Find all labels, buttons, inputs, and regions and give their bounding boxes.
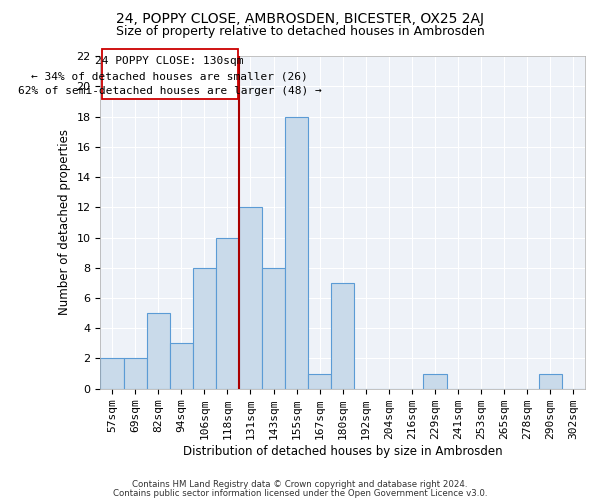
Bar bbox=[193, 268, 216, 388]
X-axis label: Distribution of detached houses by size in Ambrosden: Distribution of detached houses by size … bbox=[183, 444, 503, 458]
Text: Contains public sector information licensed under the Open Government Licence v3: Contains public sector information licen… bbox=[113, 488, 487, 498]
Text: ← 34% of detached houses are smaller (26): ← 34% of detached houses are smaller (26… bbox=[31, 72, 308, 82]
FancyBboxPatch shape bbox=[101, 48, 238, 98]
Y-axis label: Number of detached properties: Number of detached properties bbox=[58, 130, 71, 316]
Bar bbox=[239, 208, 262, 388]
Bar bbox=[170, 344, 193, 388]
Text: 24, POPPY CLOSE, AMBROSDEN, BICESTER, OX25 2AJ: 24, POPPY CLOSE, AMBROSDEN, BICESTER, OX… bbox=[116, 12, 484, 26]
Bar bbox=[424, 374, 446, 388]
Bar bbox=[124, 358, 146, 388]
Text: Contains HM Land Registry data © Crown copyright and database right 2024.: Contains HM Land Registry data © Crown c… bbox=[132, 480, 468, 489]
Bar bbox=[146, 313, 170, 388]
Bar bbox=[285, 116, 308, 388]
Text: 24 POPPY CLOSE: 130sqm: 24 POPPY CLOSE: 130sqm bbox=[95, 56, 244, 66]
Bar bbox=[539, 374, 562, 388]
Bar bbox=[262, 268, 285, 388]
Text: 62% of semi-detached houses are larger (48) →: 62% of semi-detached houses are larger (… bbox=[18, 86, 322, 97]
Bar bbox=[100, 358, 124, 388]
Bar bbox=[216, 238, 239, 388]
Text: Size of property relative to detached houses in Ambrosden: Size of property relative to detached ho… bbox=[116, 25, 484, 38]
Bar bbox=[331, 283, 354, 389]
Bar bbox=[308, 374, 331, 388]
